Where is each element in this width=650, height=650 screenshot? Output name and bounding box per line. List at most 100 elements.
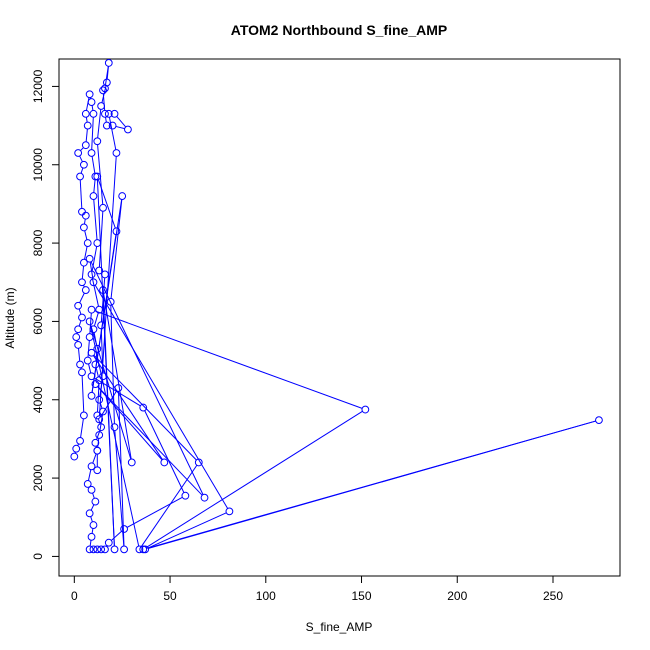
data-point	[106, 297, 115, 306]
series-segment	[79, 179, 83, 209]
data-point	[95, 266, 104, 275]
data-point	[74, 341, 83, 349]
data-point	[85, 254, 94, 263]
series-segment	[78, 320, 82, 327]
data-point	[99, 286, 107, 294]
data-point	[99, 372, 107, 381]
data-point	[595, 416, 603, 425]
data-point	[72, 444, 81, 453]
series-segment	[84, 230, 88, 240]
data-point	[87, 98, 96, 106]
y-tick-label: 2000	[31, 464, 45, 491]
series-segment	[89, 324, 140, 547]
series-segment	[83, 218, 86, 225]
data-point	[181, 491, 190, 500]
data-point	[89, 192, 98, 200]
series-segment	[93, 355, 163, 460]
data-point	[85, 333, 94, 341]
x-axis-label: S_fine_AMP	[306, 620, 373, 634]
data-point	[87, 348, 96, 357]
data-point	[104, 109, 113, 118]
data-point	[78, 278, 86, 287]
data-point	[83, 121, 92, 130]
series-segment	[79, 292, 85, 303]
data-point	[93, 446, 102, 455]
data-point	[70, 452, 79, 461]
series-segment	[126, 496, 183, 528]
data-point	[81, 211, 90, 220]
data-point	[76, 172, 84, 181]
series-segment	[85, 128, 88, 142]
data-point	[85, 317, 94, 326]
series-segment	[100, 390, 118, 417]
data-point	[120, 525, 128, 533]
y-tick-label: 4000	[31, 386, 45, 413]
series-segment	[88, 363, 92, 374]
data-point	[85, 90, 94, 99]
data-point	[74, 149, 83, 157]
series-segment	[99, 402, 103, 409]
data-point	[81, 109, 90, 118]
data-point	[120, 545, 128, 554]
data-point	[97, 423, 106, 432]
data-point	[79, 223, 88, 232]
x-tick-label: 0	[71, 589, 78, 603]
data-point	[104, 538, 113, 547]
data-point	[85, 509, 94, 518]
series-segment	[148, 420, 596, 549]
series-segment	[101, 85, 107, 103]
series-segment	[91, 105, 94, 111]
series-segment	[87, 469, 92, 481]
data-point	[118, 192, 127, 200]
data-point	[361, 405, 370, 414]
series-segment	[98, 211, 104, 268]
data-point	[102, 78, 111, 87]
data-point	[160, 458, 169, 467]
series-segment	[93, 312, 99, 327]
chart-title: ATOM2 Northbound S_fine_AMP	[231, 22, 447, 38]
series-segment	[115, 125, 125, 130]
data-point	[97, 545, 106, 554]
series-segment	[110, 199, 123, 299]
series-segment	[90, 324, 132, 460]
series-segment	[91, 117, 94, 150]
y-tick-label: 8000	[31, 229, 45, 256]
data-point	[83, 356, 92, 365]
data-point	[79, 160, 88, 169]
data-point	[93, 344, 102, 353]
data-point	[127, 458, 136, 467]
data-point	[87, 391, 96, 400]
data-point	[95, 415, 104, 424]
data-point	[102, 121, 111, 130]
series-segment	[90, 516, 93, 523]
data-point	[87, 485, 96, 494]
series-segment	[95, 367, 99, 377]
y-tick-label: 12000	[31, 69, 45, 103]
data-point	[87, 532, 96, 541]
series-segment	[80, 418, 84, 438]
data-point	[110, 423, 119, 432]
series-segment	[94, 310, 363, 409]
series-segment	[116, 116, 127, 128]
series-segment	[97, 109, 102, 138]
data-point	[89, 278, 98, 287]
series-segment	[80, 167, 84, 174]
data-point	[200, 493, 209, 502]
data-point	[112, 227, 121, 236]
data-point	[89, 109, 98, 118]
data-point	[110, 545, 119, 554]
data-point	[74, 325, 83, 334]
series-segment	[89, 540, 92, 547]
data-point	[83, 239, 92, 247]
series-segment	[93, 199, 98, 240]
data-point	[87, 270, 96, 279]
data-point	[110, 109, 119, 118]
data-point	[89, 521, 98, 529]
data-point	[95, 431, 104, 439]
series-segment	[110, 305, 115, 424]
series-segment	[93, 354, 197, 461]
series-segment	[77, 348, 81, 362]
data-point	[79, 411, 88, 420]
series-layer	[70, 59, 603, 554]
series-segment	[81, 266, 85, 279]
